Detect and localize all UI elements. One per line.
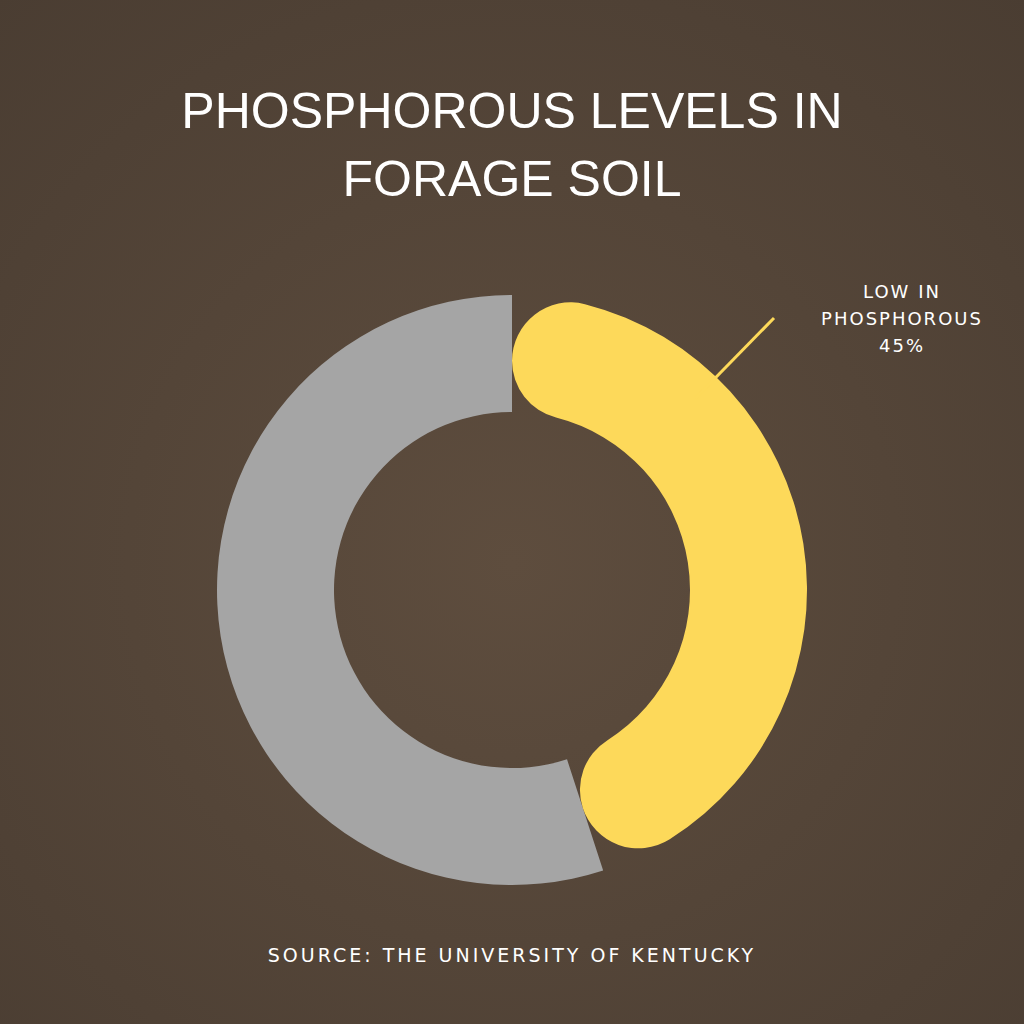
background: [0, 0, 1024, 1024]
leader-line: [695, 318, 774, 399]
donut-slice: [512, 302, 807, 848]
chart-title: PHOSPHOROUS LEVELS INFORAGE SOIL: [181, 83, 842, 207]
plot-area: [217, 295, 807, 885]
slice-label: LOW INPHOSPHOROUS 45%: [821, 281, 983, 356]
slice-group: [217, 295, 807, 885]
value-label: 45%: [879, 335, 925, 356]
source-note: SOURCE: THE UNIVERSITY OF KENTUCKY: [268, 944, 756, 966]
category-label: LOW INPHOSPHOROUS: [821, 281, 983, 329]
slices: [217, 295, 807, 885]
chart-root: PHOSPHOROUS LEVELS INFORAGE SOIL LOW INPH…: [0, 0, 1024, 1024]
